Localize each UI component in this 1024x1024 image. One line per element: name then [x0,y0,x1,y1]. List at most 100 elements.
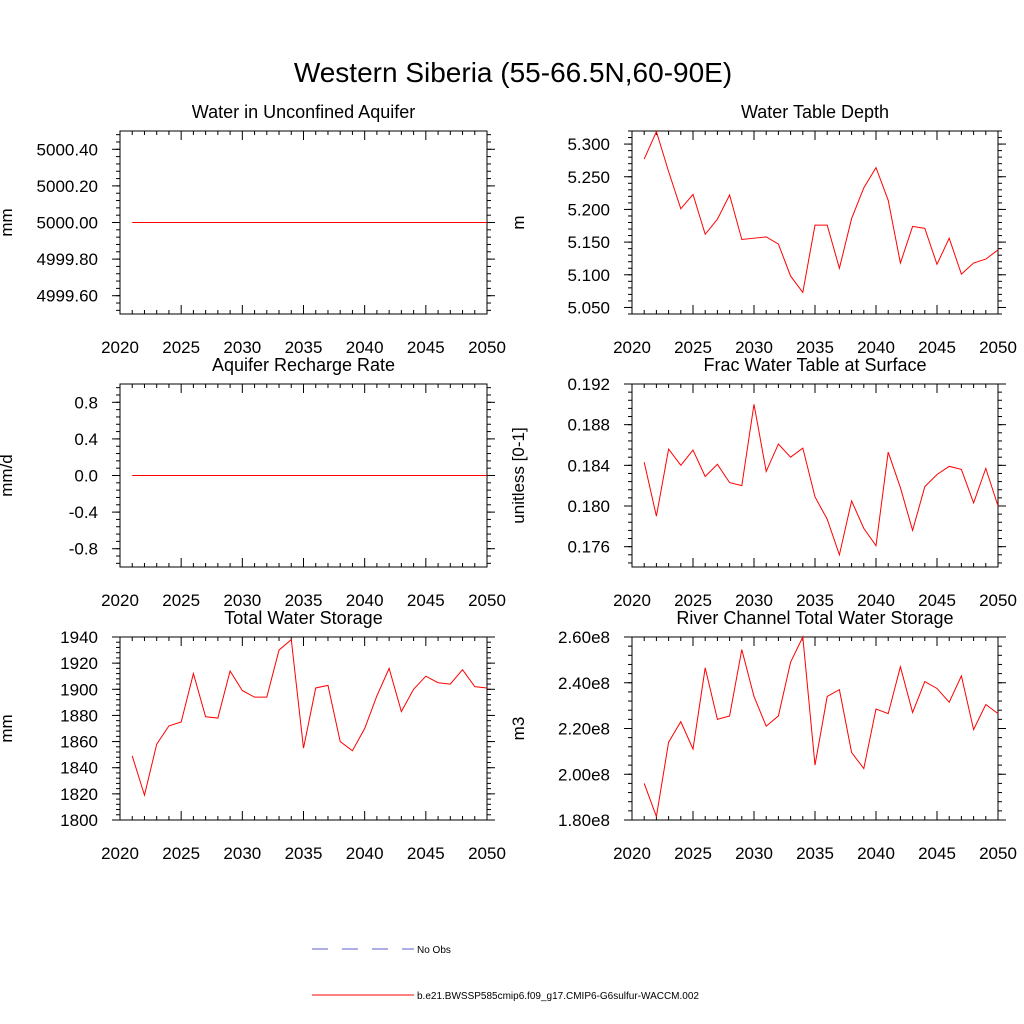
series-line [643,635,999,819]
x-tick-label: 2050 [468,338,506,357]
y-tick-label: 1840 [60,759,98,778]
series-line [643,404,999,557]
x-tick-label: 2025 [674,591,712,610]
plot-frame [631,130,999,315]
plot-frame [631,636,999,821]
y-axis-label: mm [0,714,16,742]
series-line [643,130,999,294]
y-tick-label: 0.184 [567,456,610,475]
x-tick-label: 2050 [979,591,1017,610]
y-tick-label: 5.050 [567,298,610,317]
y-tick-label: 2.00e8 [558,765,610,784]
y-tick-label: 0.4 [74,430,98,449]
y-tick-label: 0.0 [74,467,98,486]
x-tick-label: 2040 [857,338,895,357]
x-tick-label: 2045 [918,844,956,863]
y-tick-label: 4999.80 [37,250,98,269]
y-tick-label: 0.192 [567,375,610,394]
chart-panel: Frac Water Table at Surface unitless [0-1… [509,355,1017,610]
x-tick-label: 2035 [285,338,323,357]
y-tick-label: 0.8 [74,393,98,412]
y-axis-label: mm [0,208,16,236]
x-tick-label: 2020 [101,591,139,610]
y-tick-label: 1820 [60,785,98,804]
x-tick-label: 2050 [468,591,506,610]
x-tick-label: 2045 [407,591,445,610]
figure-title: Western Siberia (55-66.5N,60-90E) [294,57,732,88]
x-tick-label: 2025 [162,591,200,610]
x-tick-label: 2035 [796,591,834,610]
y-tick-label: 5.200 [567,200,610,219]
y-tick-label: 1.80e8 [558,811,610,830]
x-tick-label: 2030 [735,591,773,610]
x-tick-label: 2035 [796,338,834,357]
x-tick-label: 2050 [468,844,506,863]
y-tick-label: 1900 [60,680,98,699]
y-tick-label: 0.188 [567,416,610,435]
y-tick-label: 0.176 [567,538,610,557]
x-tick-label: 2030 [735,844,773,863]
x-tick-label: 2035 [285,591,323,610]
y-tick-label: 5000.20 [37,177,98,196]
y-tick-label: 5000.00 [37,214,98,233]
y-tick-label: -0.4 [69,503,98,522]
y-tick-label: 2.20e8 [558,720,610,739]
x-tick-label: 2040 [346,844,384,863]
y-tick-label: 5.250 [567,168,610,187]
y-tick-label: 5.300 [567,135,610,154]
x-tick-label: 2025 [162,338,200,357]
y-tick-label: 2.60e8 [558,628,610,647]
x-tick-label: 2030 [223,591,261,610]
panel-title: Aquifer Recharge Rate [212,355,395,375]
y-tick-label: 1920 [60,654,98,673]
x-tick-label: 2030 [735,338,773,357]
x-tick-label: 2040 [346,591,384,610]
plot-frame [119,636,488,821]
x-tick-label: 2045 [918,338,956,357]
y-tick-label: 1860 [60,733,98,752]
y-tick-label: 5.100 [567,266,610,285]
x-tick-label: 2045 [407,338,445,357]
x-tick-label: 2030 [223,844,261,863]
x-tick-label: 2020 [613,338,651,357]
x-tick-label: 2050 [979,844,1017,863]
y-axis-label: m [509,215,528,229]
chart-panel: Water Table Depth m 2020 2025 2030 2035 2040 20… [509,102,1017,357]
y-tick-label: 5000.40 [37,140,98,159]
x-tick-label: 2040 [346,338,384,357]
y-tick-label: 0.180 [567,497,610,516]
legend: No Obs b.e21.BWSSP585cmip6.f09_g17.CMIP6-… [312,945,699,1002]
x-tick-label: 2030 [223,338,261,357]
panel-title: Water Table Depth [741,102,889,122]
y-tick-label: 4999.60 [37,287,98,306]
x-tick-label: 2020 [613,591,651,610]
y-tick-label: 2.40e8 [558,674,610,693]
panel-title: River Channel Total Water Storage [676,608,953,628]
y-tick-label: 1880 [60,706,98,725]
x-tick-label: 2025 [162,844,200,863]
x-tick-label: 2045 [918,591,956,610]
x-tick-label: 2035 [796,844,834,863]
y-axis-label: unitless [0-1] [509,427,528,523]
panel-title: Total Water Storage [224,608,382,628]
panel-title: Water in Unconfined Aquifer [192,102,415,122]
panel-title: Frac Water Table at Surface [703,355,926,375]
chart-panel: Water in Unconfined Aquifer mm 2020 2025 203… [0,102,506,357]
x-tick-label: 2020 [101,338,139,357]
chart-panel: Total Water Storage mm 2020 2025 2030 2035 204… [0,608,506,863]
y-tick-label: 1800 [60,811,98,830]
y-axis-label: mm/d [0,454,16,497]
plot-frame [631,383,999,568]
x-tick-label: 2020 [613,844,651,863]
x-tick-label: 2025 [674,844,712,863]
chart-panel: River Channel Total Water Storage m3 2020 2… [509,608,1017,863]
y-tick-label: 5.150 [567,233,610,252]
legend-label-model: b.e21.BWSSP585cmip6.f09_g17.CMIP6-G6sulf… [417,991,699,1002]
x-tick-label: 2040 [857,591,895,610]
x-tick-label: 2050 [979,338,1017,357]
x-tick-label: 2035 [285,844,323,863]
legend-label-no-obs: No Obs [417,945,451,956]
y-axis-label: m3 [509,717,528,741]
x-tick-label: 2025 [674,338,712,357]
